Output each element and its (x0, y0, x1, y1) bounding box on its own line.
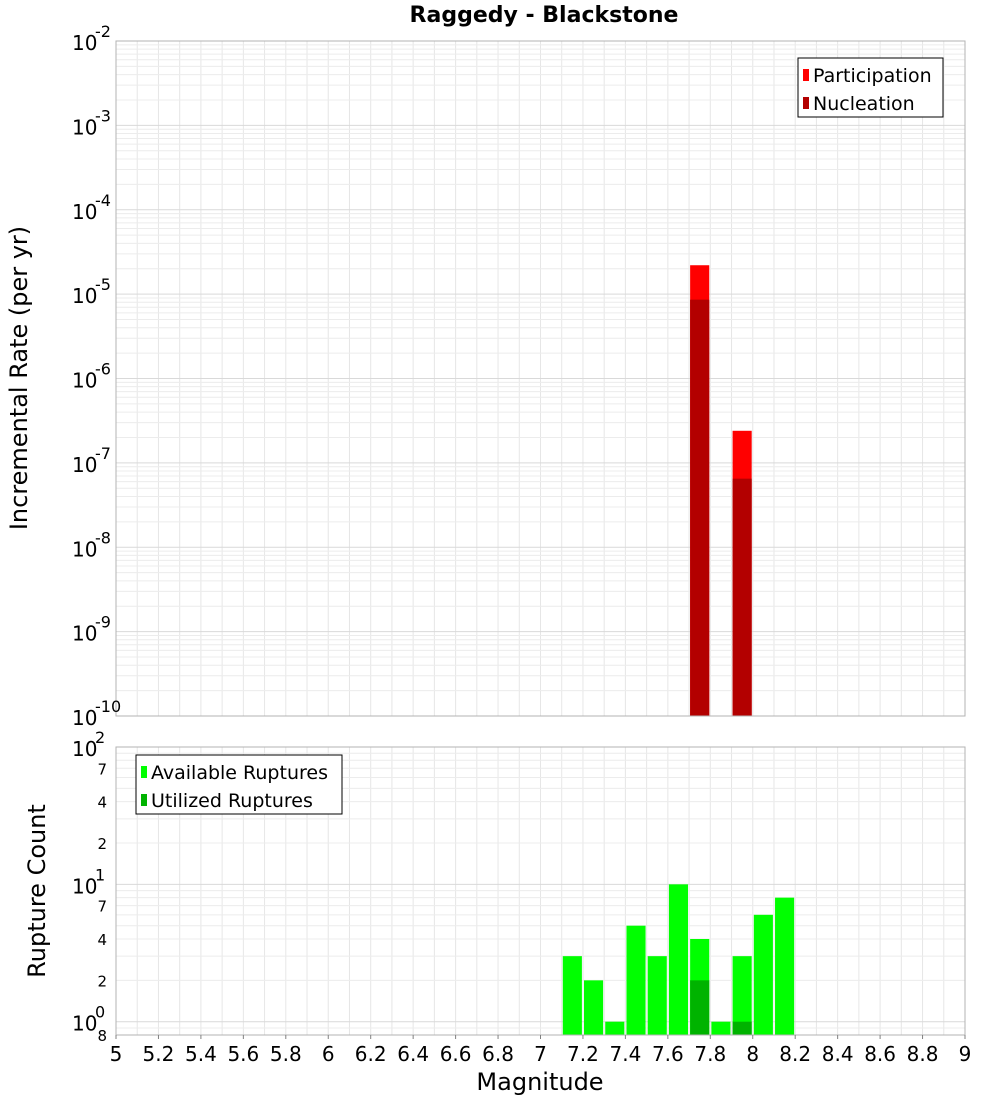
x-axis-label: Magnitude (476, 1068, 603, 1096)
x-axis-tick-label: 5.2 (143, 1042, 175, 1066)
x-axis-tick-label: 8.8 (907, 1042, 939, 1066)
rate-y-tick-base: 10 (72, 537, 97, 561)
count-bar-series0 (711, 1021, 731, 1035)
count-y-minor-tick: 8 (97, 1027, 107, 1045)
top-y-axis-label: Incremental Rate (per yr) (5, 226, 33, 530)
rate-legend-label: Participation (813, 65, 932, 87)
count-legend-label: Utilized Ruptures (151, 790, 313, 812)
rate-legend-box (797, 57, 944, 118)
rate-y-tick-base: 10 (72, 369, 97, 393)
count-legend-box (135, 754, 343, 815)
x-axis-tick-label: 7 (534, 1042, 547, 1066)
x-axis-tick-label: 8 (746, 1042, 759, 1066)
rate-y-tick-base: 10 (72, 200, 97, 224)
x-axis-tick-label: 8.4 (822, 1042, 854, 1066)
x-axis-tick-label: 5 (110, 1042, 123, 1066)
count-bar-series0 (753, 914, 773, 1035)
bottom-y-axis-label: Rupture Count (23, 804, 51, 978)
count-y-tick-base: 10 (72, 1012, 97, 1036)
rate-y-tick-exponent: -5 (95, 275, 111, 294)
x-axis-tick-label: 7.6 (652, 1042, 684, 1066)
rate-y-tick-base: 10 (72, 115, 97, 139)
x-axis-tick-label: 5.8 (270, 1042, 302, 1066)
rate-y-tick-exponent: -9 (95, 613, 111, 632)
count-bar-series0 (732, 956, 752, 1035)
count-bar-series0 (605, 1021, 625, 1035)
x-axis-tick-label: 5.4 (185, 1042, 217, 1066)
count-bar-series1 (690, 980, 710, 1035)
x-axis-tick-label: 6.2 (355, 1042, 387, 1066)
count-y-tick-exponent: 0 (95, 1003, 105, 1022)
rate-y-tick-base: 10 (72, 31, 97, 55)
count-bar-series0 (626, 925, 646, 1035)
x-axis-tick-label: 6 (322, 1042, 335, 1066)
x-axis-tick-label: 7.4 (609, 1042, 641, 1066)
count-legend-label: Available Ruptures (151, 762, 328, 784)
count-y-minor-tick: 2 (97, 835, 107, 853)
rate-bar-series1 (690, 299, 710, 716)
count-legend-swatch (141, 766, 147, 778)
count-y-tick-exponent: 2 (95, 728, 105, 747)
rate-y-tick-base: 10 (72, 706, 97, 730)
count-y-minor-tick: 2 (97, 972, 107, 990)
x-axis-tick-label: 5.6 (227, 1042, 259, 1066)
rate-bar-series1 (732, 478, 752, 716)
rate-y-tick-exponent: -7 (95, 444, 111, 463)
chart-title: Raggedy - Blackstone (410, 3, 679, 28)
rate-legend-label: Nucleation (813, 93, 915, 115)
rate-y-tick-base: 10 (72, 453, 97, 477)
rate-y-tick-base: 10 (72, 284, 97, 308)
count-y-minor-tick: 7 (97, 760, 107, 778)
x-axis-tick-label: 7.8 (694, 1042, 726, 1066)
rate-legend-swatch (803, 69, 809, 81)
count-bar-series0 (584, 980, 604, 1035)
rate-plot-border (115, 40, 966, 717)
count-bar-series0 (775, 897, 795, 1035)
count-y-minor-tick: 4 (97, 794, 107, 812)
count-bar-series0 (668, 884, 689, 1035)
x-axis-tick-label: 6.4 (397, 1042, 429, 1066)
rate-legend-swatch (803, 97, 809, 109)
rate-y-tick-exponent: -10 (95, 697, 121, 716)
rate-y-tick-exponent: -6 (95, 360, 111, 379)
count-y-minor-tick: 4 (97, 931, 107, 949)
count-bar-series0 (562, 956, 582, 1035)
count-y-tick-base: 10 (72, 737, 97, 761)
count-bar-series0 (647, 956, 667, 1035)
count-y-minor-tick: 7 (97, 898, 107, 916)
x-axis-tick-label: 6.8 (482, 1042, 514, 1066)
count-y-tick-base: 10 (72, 874, 97, 898)
count-bar-series1 (732, 1021, 752, 1035)
rate-y-tick-exponent: -2 (95, 22, 111, 41)
rate-y-tick-base: 10 (72, 622, 97, 646)
count-legend-swatch (141, 794, 147, 806)
rate-y-tick-exponent: -4 (95, 191, 111, 210)
x-axis-tick-label: 8.2 (779, 1042, 811, 1066)
count-y-tick-exponent: 1 (95, 865, 105, 884)
rate-y-tick-exponent: -3 (95, 106, 111, 125)
x-axis-tick-label: 6.6 (440, 1042, 472, 1066)
x-axis-tick-label: 8.6 (864, 1042, 896, 1066)
rate-y-tick-exponent: -8 (95, 528, 111, 547)
x-axis-tick-label: 9 (959, 1042, 972, 1066)
x-axis-tick-label: 7.2 (567, 1042, 599, 1066)
rate-plot: 10-210-310-410-510-610-710-810-910-10Par… (72, 22, 966, 730)
